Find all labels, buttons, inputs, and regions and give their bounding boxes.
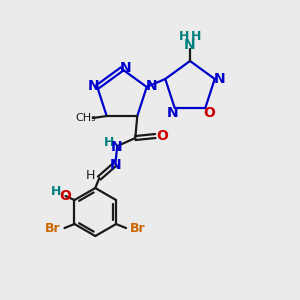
Text: N: N xyxy=(110,158,121,172)
Text: O: O xyxy=(156,129,168,143)
Text: O: O xyxy=(203,106,215,120)
Text: N: N xyxy=(214,72,226,86)
Text: H: H xyxy=(179,31,189,44)
Text: H: H xyxy=(104,136,115,148)
Text: Br: Br xyxy=(130,221,146,235)
Text: N: N xyxy=(110,140,122,154)
Text: N: N xyxy=(88,79,99,93)
Text: Br: Br xyxy=(45,221,60,235)
Text: N: N xyxy=(167,106,178,120)
Text: N: N xyxy=(146,79,158,93)
Text: H: H xyxy=(51,184,62,197)
Text: H: H xyxy=(85,169,95,182)
Text: H: H xyxy=(191,31,201,44)
Text: N: N xyxy=(120,61,132,75)
Text: N: N xyxy=(184,38,196,52)
Text: O: O xyxy=(60,189,71,203)
Text: CH₃: CH₃ xyxy=(75,113,96,123)
